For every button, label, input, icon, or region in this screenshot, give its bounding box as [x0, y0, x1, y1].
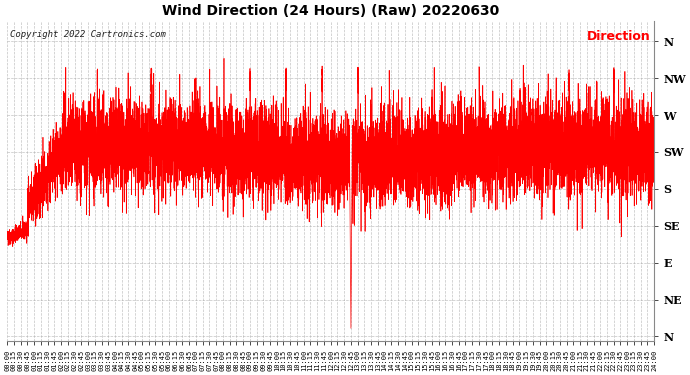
Title: Wind Direction (24 Hours) (Raw) 20220630: Wind Direction (24 Hours) (Raw) 20220630	[162, 4, 500, 18]
Text: Direction: Direction	[587, 30, 651, 44]
Text: Copyright 2022 Cartronics.com: Copyright 2022 Cartronics.com	[10, 30, 166, 39]
